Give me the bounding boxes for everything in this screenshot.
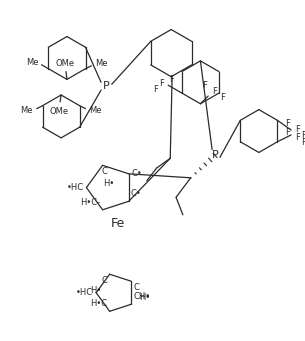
Text: C: C bbox=[133, 283, 139, 292]
Text: H•: H• bbox=[91, 286, 102, 295]
Text: F: F bbox=[169, 75, 174, 84]
Text: C•: C• bbox=[132, 169, 142, 178]
Text: P: P bbox=[212, 150, 218, 160]
Text: F: F bbox=[301, 131, 305, 140]
Text: F: F bbox=[154, 85, 159, 94]
Text: F: F bbox=[285, 119, 290, 128]
Text: •HC: •HC bbox=[76, 288, 93, 297]
Text: •HC: •HC bbox=[66, 183, 84, 192]
Text: OMe: OMe bbox=[50, 107, 69, 116]
Text: F: F bbox=[220, 93, 225, 102]
Text: F: F bbox=[285, 128, 290, 137]
Text: Fe: Fe bbox=[110, 217, 125, 230]
Text: H•: H• bbox=[103, 179, 114, 188]
Text: F: F bbox=[202, 81, 207, 90]
Text: H•: H• bbox=[139, 293, 150, 302]
Text: Me: Me bbox=[95, 59, 108, 68]
Text: F: F bbox=[301, 138, 305, 147]
Text: H•C-: H•C- bbox=[81, 198, 101, 207]
Text: F: F bbox=[212, 87, 217, 96]
Text: P: P bbox=[102, 81, 109, 91]
Text: H•C: H•C bbox=[91, 299, 108, 308]
Text: Me: Me bbox=[26, 58, 39, 67]
Text: C: C bbox=[102, 167, 107, 176]
Text: F: F bbox=[295, 133, 300, 142]
Text: OMe: OMe bbox=[56, 59, 74, 68]
Text: F: F bbox=[160, 79, 164, 88]
Text: CH•: CH• bbox=[133, 292, 150, 301]
Text: Me: Me bbox=[89, 106, 102, 115]
Text: C•: C• bbox=[131, 189, 142, 198]
Text: F: F bbox=[295, 125, 300, 134]
Text: C: C bbox=[102, 276, 108, 285]
Text: Me: Me bbox=[20, 106, 33, 115]
